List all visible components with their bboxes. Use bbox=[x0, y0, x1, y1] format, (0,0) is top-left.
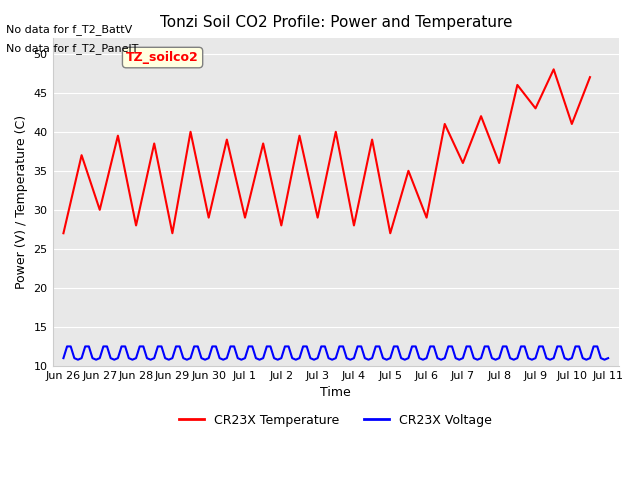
Text: No data for f_T2_PanelT: No data for f_T2_PanelT bbox=[6, 43, 139, 54]
Text: TZ_soilco2: TZ_soilco2 bbox=[126, 51, 199, 64]
Legend: CR23X Temperature, CR23X Voltage: CR23X Temperature, CR23X Voltage bbox=[174, 409, 497, 432]
Text: No data for f_T2_BattV: No data for f_T2_BattV bbox=[6, 24, 132, 35]
X-axis label: Time: Time bbox=[321, 386, 351, 399]
Y-axis label: Power (V) / Temperature (C): Power (V) / Temperature (C) bbox=[15, 115, 28, 289]
Title: Tonzi Soil CO2 Profile: Power and Temperature: Tonzi Soil CO2 Profile: Power and Temper… bbox=[159, 15, 512, 30]
